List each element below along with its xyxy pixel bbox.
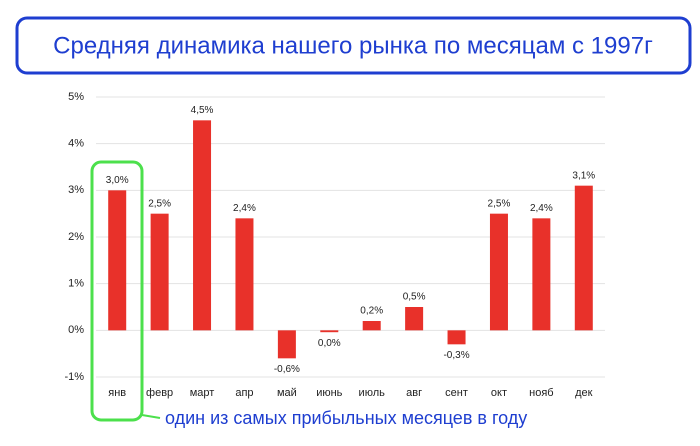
value-label: 0,5% xyxy=(403,292,426,303)
bar xyxy=(193,120,212,331)
y-tick-label: 0% xyxy=(68,324,84,336)
x-tick-label: янв xyxy=(108,387,126,399)
x-tick-label: окт xyxy=(491,387,507,399)
highlight-box xyxy=(90,160,144,422)
value-label: -0,6% xyxy=(274,364,300,375)
bar xyxy=(574,185,593,331)
bar xyxy=(277,330,296,359)
value-label: 4,5% xyxy=(191,105,214,116)
value-label: 3,1% xyxy=(572,170,595,181)
plot: -1% 0% 1% 2% 3% 4% 5% янв 3,0% февр 2,5% март 4,5% ап… xyxy=(64,91,605,399)
title-box xyxy=(15,16,692,75)
bar xyxy=(532,218,551,331)
y-tick-label: 4% xyxy=(68,138,84,150)
bar xyxy=(405,307,424,331)
annotation: один из самых прибыльных месяцев в году xyxy=(165,408,527,428)
x-tick-label: нояб xyxy=(529,387,553,399)
y-tick-label: 1% xyxy=(68,278,84,290)
x-tick-label: март xyxy=(190,387,215,399)
bar xyxy=(150,213,169,331)
value-label: 0,0% xyxy=(318,338,341,349)
value-label: 3,0% xyxy=(106,175,129,186)
chart-title: Средняя динамика нашего рынка по месяцам… xyxy=(53,32,653,59)
value-label: 0,2% xyxy=(360,306,383,317)
x-tick-label: сент xyxy=(445,387,468,399)
x-tick-label: апр xyxy=(235,387,253,399)
value-label: 2,4% xyxy=(233,203,256,214)
x-tick-label: июль xyxy=(359,387,386,399)
x-tick-label: июнь xyxy=(316,387,342,399)
y-tick-label: 3% xyxy=(68,184,84,196)
bar xyxy=(235,218,254,331)
value-label: 2,5% xyxy=(488,198,511,209)
connector xyxy=(141,414,161,419)
x-tick-label: февр xyxy=(146,387,173,399)
bar xyxy=(108,190,127,331)
value-label: 2,4% xyxy=(530,203,553,214)
x-tick-label: авг xyxy=(406,387,422,399)
bar xyxy=(489,213,508,331)
bar xyxy=(320,330,339,333)
bar xyxy=(447,330,466,345)
y-tick-label: -1% xyxy=(64,371,84,383)
x-tick-label: дек xyxy=(575,387,593,399)
bar xyxy=(362,321,381,331)
y-tick-label: 2% xyxy=(68,231,84,243)
x-tick-label: май xyxy=(277,387,297,399)
value-label: 2,5% xyxy=(148,198,171,209)
value-label: -0,3% xyxy=(443,350,469,361)
y-tick-label: 5% xyxy=(68,91,84,103)
